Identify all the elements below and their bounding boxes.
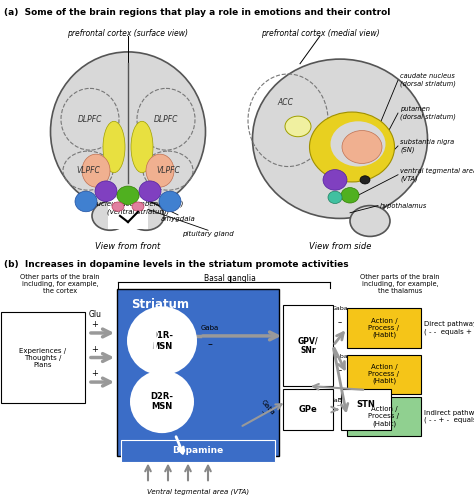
FancyBboxPatch shape [347, 397, 421, 436]
FancyBboxPatch shape [347, 354, 421, 394]
Text: (b)  Increases in dopamine levels in the striatum promote activities: (b) Increases in dopamine levels in the … [4, 260, 348, 269]
Text: hypothalamus: hypothalamus [380, 202, 428, 208]
Text: –: – [338, 318, 342, 327]
Ellipse shape [253, 59, 428, 218]
Text: DLPFC: DLPFC [154, 115, 178, 124]
Text: View from side: View from side [309, 242, 371, 251]
Ellipse shape [350, 205, 390, 237]
Ellipse shape [159, 191, 181, 212]
Text: GPV/
SNr: GPV/ SNr [298, 336, 319, 355]
Ellipse shape [341, 188, 359, 203]
Text: prefrontal cortex (surface view): prefrontal cortex (surface view) [67, 29, 189, 38]
Text: Action /
Process /
(Habit): Action / Process / (Habit) [368, 318, 400, 338]
Ellipse shape [285, 116, 311, 137]
Text: Indirect pathway
( - - + -  equals - ): Indirect pathway ( - - + - equals - ) [424, 410, 474, 423]
Ellipse shape [310, 112, 394, 182]
Text: ventral tegmental area
(VTA): ventral tegmental area (VTA) [400, 168, 474, 182]
Text: Gaba: Gaba [332, 306, 348, 311]
Ellipse shape [117, 186, 139, 204]
Text: Gaba
–: Gaba – [255, 398, 276, 420]
Ellipse shape [323, 170, 347, 190]
Text: Other parts of the brain
including, for example,
the thalamus: Other parts of the brain including, for … [360, 274, 440, 294]
Text: Striatum: Striatum [131, 297, 189, 311]
FancyBboxPatch shape [347, 308, 421, 347]
Ellipse shape [131, 121, 153, 173]
Text: Direct pathway
( - -  equals + ): Direct pathway ( - - equals + ) [424, 321, 474, 335]
FancyBboxPatch shape [121, 440, 275, 462]
Ellipse shape [132, 202, 144, 211]
Ellipse shape [51, 52, 206, 211]
Ellipse shape [103, 121, 125, 173]
Text: View from front: View from front [95, 242, 161, 251]
Ellipse shape [75, 191, 97, 212]
Text: Dopamine: Dopamine [173, 446, 224, 455]
Text: Basal ganglia: Basal ganglia [204, 274, 256, 283]
Text: DLPFC: DLPFC [78, 115, 102, 124]
FancyBboxPatch shape [341, 389, 391, 430]
Text: Action /
Process /
(Habit): Action / Process / (Habit) [368, 406, 400, 427]
Text: STN: STN [356, 400, 375, 409]
FancyBboxPatch shape [283, 305, 333, 386]
Ellipse shape [146, 154, 174, 187]
Text: Action /
Process /
(Habit): Action / Process / (Habit) [368, 364, 400, 385]
Text: –: – [208, 339, 212, 349]
Text: Experiences /
Thoughts /
Plans: Experiences / Thoughts / Plans [19, 347, 66, 367]
Text: Ventral tegmental area (VTA)
Substantia nigra pars compacta (SNc): Ventral tegmental area (VTA) Substantia … [131, 488, 265, 495]
Ellipse shape [92, 201, 128, 230]
FancyBboxPatch shape [117, 289, 279, 456]
Text: +: + [353, 421, 359, 430]
FancyBboxPatch shape [283, 389, 333, 430]
Text: +: + [91, 320, 99, 329]
Text: Gaba
–: Gaba – [330, 398, 346, 408]
Text: Other parts of the brain
including, for example,
the cortex: Other parts of the brain including, for … [20, 274, 100, 294]
Text: D1R-
MSN: D1R- MSN [151, 331, 173, 350]
Text: +: + [91, 345, 99, 353]
Text: Gaba: Gaba [201, 325, 219, 331]
Text: prefrontal cortex (medial view): prefrontal cortex (medial view) [261, 29, 379, 38]
Text: Glu: Glu [351, 414, 361, 419]
Text: amygdala: amygdala [161, 216, 195, 222]
FancyBboxPatch shape [1, 312, 85, 403]
Ellipse shape [330, 121, 385, 166]
Text: nucleus accumbens (NAc)
(ventral striatum): nucleus accumbens (NAc) (ventral striatu… [92, 200, 184, 214]
Ellipse shape [139, 181, 161, 201]
Text: –: – [338, 366, 342, 375]
Circle shape [127, 306, 197, 375]
Text: Glu: Glu [89, 310, 101, 319]
Text: VLPFC: VLPFC [156, 166, 180, 175]
FancyBboxPatch shape [108, 198, 148, 229]
Ellipse shape [82, 154, 110, 187]
Text: VLPFC: VLPFC [76, 166, 100, 175]
Text: caudate nucleus
(dorsal striatum): caudate nucleus (dorsal striatum) [400, 73, 456, 87]
Text: putamen
(dorsal striatum): putamen (dorsal striatum) [400, 106, 456, 120]
Text: +: + [140, 354, 149, 364]
Text: GPe: GPe [299, 405, 318, 414]
Text: pituitary gland: pituitary gland [182, 231, 234, 238]
Circle shape [130, 370, 194, 433]
Text: –: – [338, 394, 342, 403]
Text: +: + [91, 369, 99, 378]
Ellipse shape [328, 191, 342, 203]
Ellipse shape [342, 131, 382, 163]
Ellipse shape [95, 181, 117, 201]
Text: ACC: ACC [277, 99, 293, 107]
Text: Gaba: Gaba [332, 353, 348, 358]
Ellipse shape [360, 176, 370, 184]
Text: D2R-
MSN: D2R- MSN [151, 392, 173, 411]
Text: (a)  Some of the brain regions that play a role in emotions and their control: (a) Some of the brain regions that play … [4, 8, 391, 17]
Ellipse shape [128, 201, 164, 230]
Ellipse shape [112, 202, 124, 211]
Text: substantia nigra
(SN): substantia nigra (SN) [400, 139, 454, 153]
